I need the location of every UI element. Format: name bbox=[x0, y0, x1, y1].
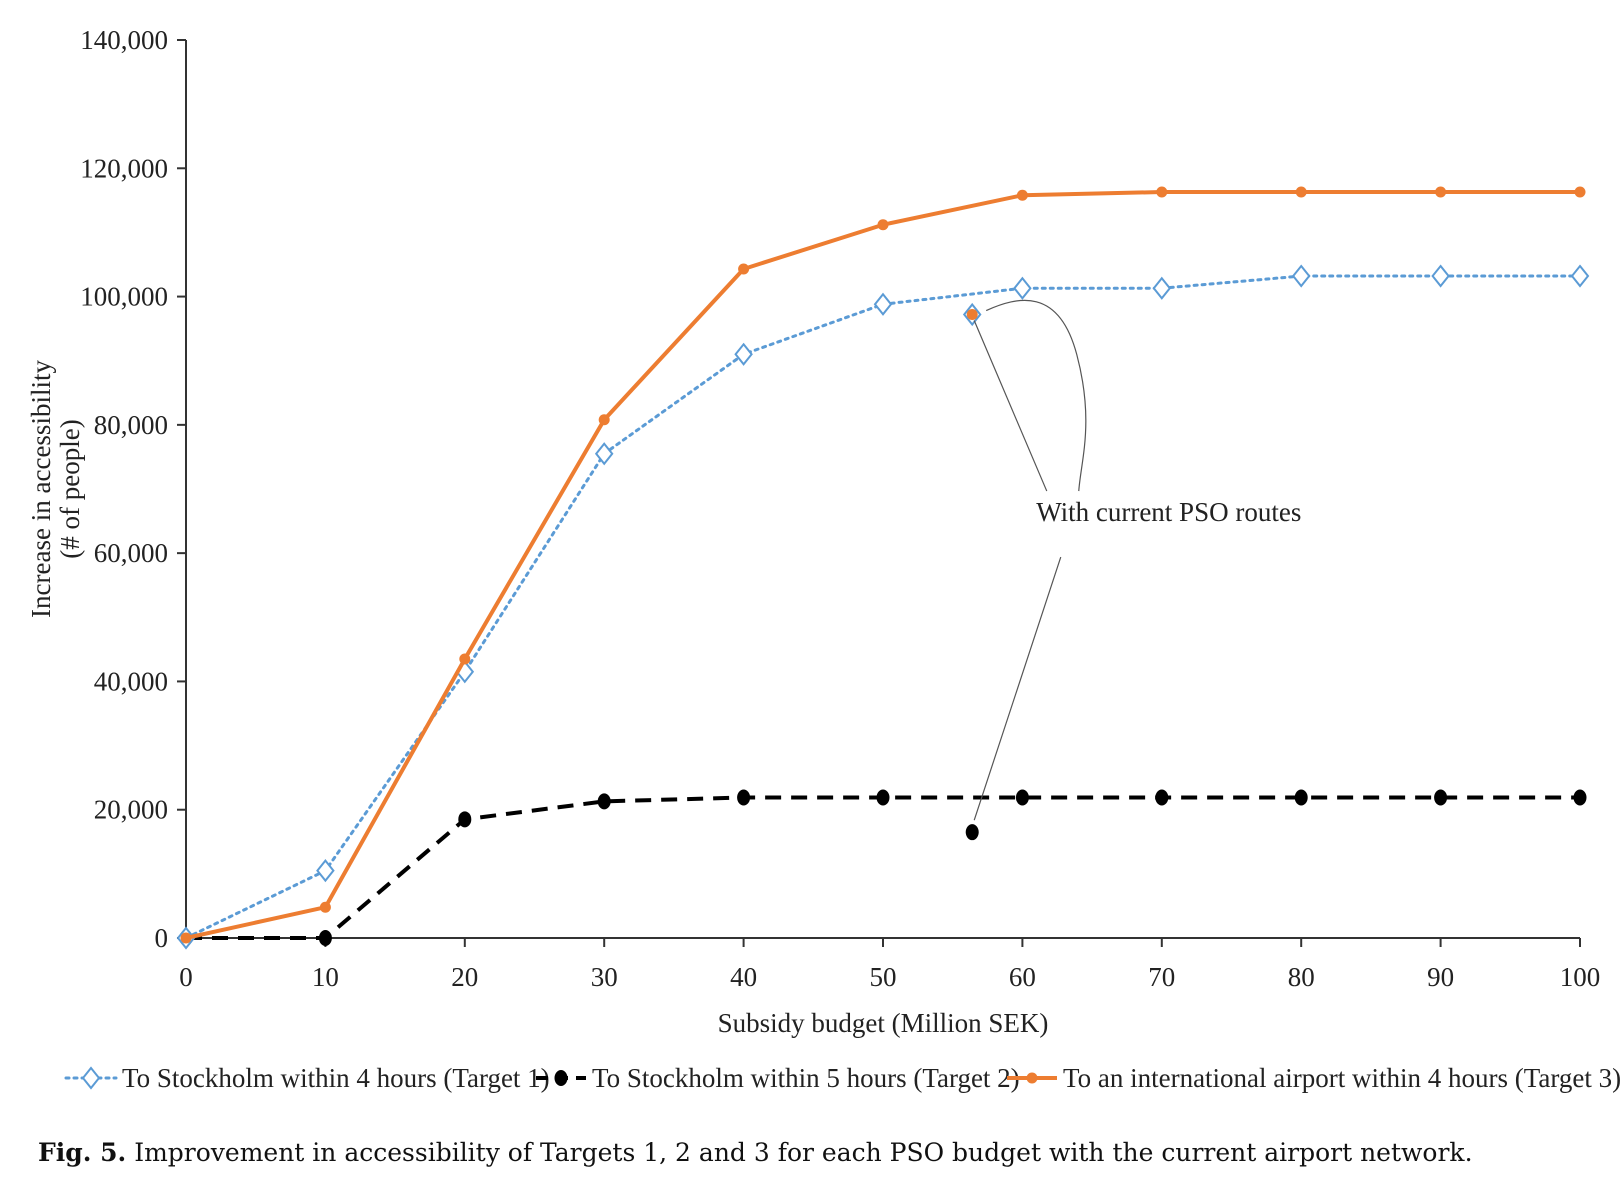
legend-label: To an international airport within 4 hou… bbox=[1063, 1063, 1621, 1093]
data-point-circle bbox=[597, 793, 611, 810]
accessibility-line-chart: 0 20,000 40,000 60,000 80,000 100,000 120,000 1… bbox=[26, 25, 1621, 1093]
y-tick-label: 100,000 bbox=[80, 282, 168, 312]
data-point-circle bbox=[1294, 789, 1308, 806]
data-point-circle bbox=[1573, 789, 1587, 806]
y-tick-label: 20,000 bbox=[94, 795, 168, 825]
y-tick-label: 60,000 bbox=[94, 538, 168, 568]
x-tick-label: 90 bbox=[1427, 962, 1454, 992]
y-axis-title: Increase in accessibility (# of people) bbox=[26, 360, 85, 618]
y-tick-label: 40,000 bbox=[94, 666, 168, 696]
legend-item: To Stockholm within 4 hours (Target 1) bbox=[64, 1063, 550, 1093]
data-point-diamond bbox=[873, 292, 893, 316]
annotation-leader-curve bbox=[985, 299, 1087, 492]
data-point-circle bbox=[966, 309, 978, 321]
current-pso-points bbox=[962, 302, 982, 841]
data-point-circle bbox=[737, 789, 751, 806]
y-tick-label: 140,000 bbox=[80, 25, 168, 55]
series-line bbox=[186, 795, 1580, 940]
data-point-circle bbox=[1015, 789, 1029, 806]
data-point-diamond bbox=[594, 442, 614, 466]
data-point-circle bbox=[877, 219, 889, 231]
x-ticks: 0 10 20 30 40 50 60 70 80 90 100 bbox=[179, 938, 1600, 992]
data-point-diamond bbox=[1152, 276, 1172, 300]
legend: To Stockholm within 4 hours (Target 1) To… bbox=[64, 1063, 1621, 1093]
data-point-circle bbox=[1156, 186, 1168, 198]
x-tick-label: 0 bbox=[179, 962, 193, 992]
y-tick-label: 0 bbox=[155, 923, 169, 953]
annotation-leader-line bbox=[973, 320, 1048, 492]
legend-item: To an international airport within 4 hou… bbox=[1007, 1063, 1621, 1093]
data-point-circle bbox=[458, 811, 472, 828]
series-1 bbox=[176, 264, 1590, 950]
y-axis-title-line2: (# of people) bbox=[55, 419, 85, 558]
annotation-layer: With current PSO routes bbox=[962, 299, 1301, 841]
data-point-circle bbox=[1016, 189, 1028, 201]
data-point-circle bbox=[180, 932, 192, 944]
data-point-diamond bbox=[734, 342, 753, 366]
data-point-circle bbox=[876, 789, 890, 806]
data-point-diamond bbox=[316, 859, 335, 883]
annotation-label: With current PSO routes bbox=[1036, 497, 1301, 527]
figure-caption: Fig. 5. Improvement in accessibility of … bbox=[38, 1138, 1598, 1167]
annotation-leader-line bbox=[973, 556, 1062, 821]
legend-label: To Stockholm within 5 hours (Target 2) bbox=[592, 1063, 1020, 1093]
x-tick-label: 60 bbox=[1009, 962, 1036, 992]
legend-label: To Stockholm within 4 hours (Target 1) bbox=[122, 1063, 550, 1093]
data-point-circle bbox=[1434, 789, 1448, 806]
figure-caption-text: Improvement in accessibility of Targets … bbox=[134, 1138, 1473, 1167]
x-tick-label: 100 bbox=[1560, 962, 1601, 992]
data-point-diamond bbox=[81, 1066, 101, 1090]
y-tick-label: 80,000 bbox=[94, 410, 168, 440]
series-3 bbox=[180, 186, 1586, 944]
x-tick-label: 50 bbox=[870, 962, 897, 992]
series-line bbox=[184, 274, 1582, 940]
data-point-circle bbox=[1574, 186, 1586, 198]
x-tick-label: 80 bbox=[1288, 962, 1315, 992]
series-2 bbox=[179, 789, 1587, 946]
x-tick-label: 30 bbox=[591, 962, 618, 992]
data-point-circle bbox=[598, 414, 610, 426]
data-point-circle bbox=[1435, 186, 1447, 198]
figure-label: Fig. 5. bbox=[38, 1138, 127, 1167]
y-axis-title-line1: Increase in accessibility bbox=[26, 360, 56, 618]
x-axis-title: Subsidy budget (Million SEK) bbox=[718, 1008, 1049, 1038]
data-point-diamond bbox=[1431, 264, 1450, 288]
data-point-circle bbox=[965, 824, 979, 841]
data-point-circle bbox=[738, 263, 750, 275]
x-tick-label: 40 bbox=[730, 962, 757, 992]
x-tick-label: 70 bbox=[1148, 962, 1175, 992]
data-point-circle bbox=[1155, 789, 1169, 806]
y-tick-label: 120,000 bbox=[80, 153, 168, 183]
x-tick-label: 10 bbox=[312, 962, 339, 992]
y-ticks: 0 20,000 40,000 60,000 80,000 100,000 120,000 1… bbox=[80, 25, 186, 953]
data-point-diamond bbox=[1013, 276, 1032, 300]
data-point-circle bbox=[1026, 1072, 1038, 1084]
data-point-circle bbox=[459, 653, 471, 665]
legend-item: To Stockholm within 5 hours (Target 2) bbox=[536, 1063, 1020, 1093]
data-point-circle bbox=[318, 930, 332, 946]
data-point-circle bbox=[319, 901, 331, 913]
data-point-circle bbox=[1295, 186, 1307, 198]
data-point-circle bbox=[554, 1070, 568, 1086]
data-point-diamond bbox=[1291, 264, 1311, 288]
series-layer bbox=[176, 186, 1590, 950]
data-point-diamond bbox=[1570, 264, 1590, 288]
x-tick-label: 20 bbox=[451, 962, 478, 992]
